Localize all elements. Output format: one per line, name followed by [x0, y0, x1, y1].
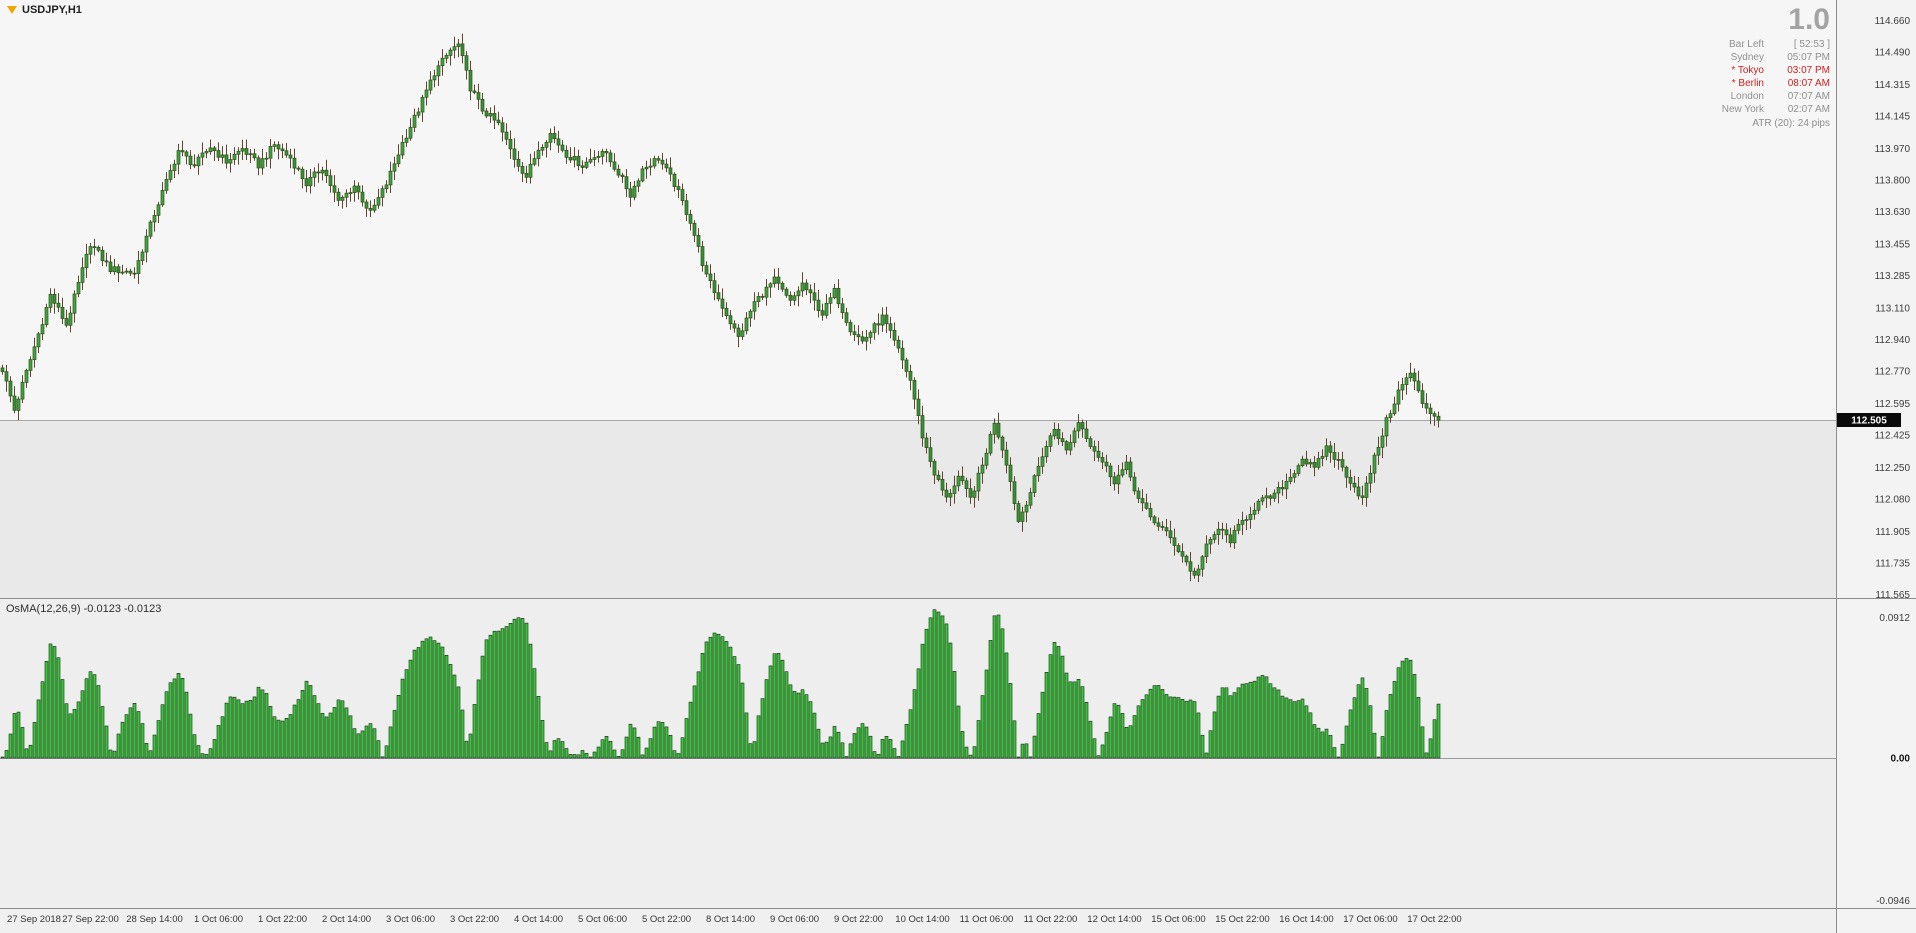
session-name: * Tokyo	[1731, 65, 1764, 76]
market-session-row: * Tokyo 03:07 PM	[1722, 64, 1830, 77]
price-tick-label: 111.735	[1875, 558, 1910, 569]
market-info-panel: 1.0 Bar Left[ 52:53 ] Sydney 05:07 PM * Tok…	[1722, 5, 1830, 130]
time-tick-label: 9 Oct 06:00	[770, 914, 819, 925]
time-tick-label: 3 Oct 06:00	[386, 914, 435, 925]
indicator-axis-labels[interactable]: 0.0912 0.00 -0.0946	[1876, 613, 1910, 907]
session-name: London	[1730, 91, 1764, 102]
price-tick-label: 113.110	[1875, 304, 1910, 315]
candle-bodies-layer	[0, 43, 1441, 576]
price-axis-labels[interactable]: 114.660 114.490 114.315 114.145 113.970 113.8…	[1875, 16, 1911, 601]
session-time: [ 52:53 ]	[1793, 39, 1830, 50]
price-tick-label: 113.630	[1875, 207, 1911, 218]
time-tick-label: 15 Oct 22:00	[1215, 914, 1269, 925]
time-tick-label: 9 Oct 22:00	[834, 914, 883, 925]
time-tick-label: 16 Oct 14:00	[1279, 914, 1333, 925]
time-tick-label: 28 Sep 14:00	[126, 914, 183, 925]
price-tick-label: 113.970	[1875, 144, 1911, 155]
zoom-level-label: 1.0	[1788, 3, 1830, 36]
price-tick-label: 112.080	[1875, 495, 1911, 506]
price-tick-label: 114.315	[1875, 80, 1911, 91]
time-tick-label: 4 Oct 14:00	[514, 914, 563, 925]
time-tick-label: 11 Oct 06:00	[960, 914, 1014, 925]
price-tick-label: 114.490	[1875, 48, 1911, 59]
time-tick-label: 8 Oct 14:00	[706, 914, 755, 925]
session-time: 03:07 PM	[1787, 65, 1830, 76]
time-tick-label: 11 Oct 22:00	[1024, 914, 1078, 925]
price-tick-label: 112.770	[1875, 367, 1911, 378]
time-tick-label: 5 Oct 22:00	[642, 914, 691, 925]
time-tick-label: 27 Sep 22:00	[62, 914, 119, 925]
price-badge-bg	[1837, 413, 1901, 427]
session-time: 02:07 AM	[1787, 104, 1830, 115]
session-name: Sydney	[1730, 52, 1764, 63]
symbol-timeframe-label: USDJPY,H1	[22, 4, 82, 16]
main-chart-lower-bg	[0, 420, 1836, 598]
market-session-row: Bar Left [ 52:53 ]	[1722, 38, 1830, 51]
market-session-row: New York 02:07 AM	[1722, 103, 1830, 116]
indicator-zero-label: 0.00	[1891, 754, 1911, 765]
time-tick-label: 17 Oct 22:00	[1407, 914, 1461, 925]
market-session-row: Sydney 05:07 PM	[1722, 51, 1830, 64]
indicator-max-label: 0.0912	[1879, 613, 1910, 624]
price-tick-label: 114.145	[1875, 112, 1911, 123]
price-tick-label: 112.940	[1875, 335, 1911, 346]
osma-histogram-layer	[0, 609, 1441, 759]
time-tick-label: 1 Oct 22:00	[258, 914, 307, 925]
symbol-dropdown-icon[interactable]	[7, 6, 17, 14]
price-axis-bg	[1836, 0, 1916, 933]
time-axis-bg	[0, 908, 1836, 933]
session-name: New York	[1721, 104, 1764, 115]
price-tick-label: 114.660	[1875, 16, 1911, 27]
time-axis-labels[interactable]: 27 Sep 2018 27 Sep 22:00 28 Sep 14:00 1 Oct…	[7, 914, 1462, 925]
time-tick-label: 2 Oct 14:00	[322, 914, 371, 925]
time-tick-label: 17 Oct 06:00	[1343, 914, 1397, 925]
price-badge-text: 112.505	[1851, 416, 1887, 427]
main-chart-upper-bg	[0, 0, 1836, 420]
time-tick-label: 5 Oct 06:00	[578, 914, 627, 925]
price-tick-label: 112.250	[1875, 463, 1911, 474]
time-tick-label: 10 Oct 14:00	[895, 914, 949, 925]
session-time: 07:07 AM	[1787, 91, 1830, 102]
price-tick-label: 111.565	[1875, 590, 1910, 601]
market-sessions-list: Bar Left [ 52:53 ] Sydney 05:07 PM * Tokyo 03…	[1722, 38, 1830, 116]
price-tick-label: 113.455	[1875, 240, 1911, 251]
time-tick-label: 15 Oct 06:00	[1151, 914, 1205, 925]
time-tick-label: 12 Oct 14:00	[1087, 914, 1141, 925]
current-price-badge: 112.505	[1837, 413, 1901, 427]
price-tick-label: 111.905	[1875, 527, 1910, 538]
session-time: 05:07 PM	[1787, 52, 1830, 63]
price-tick-label: 113.800	[1875, 176, 1911, 187]
market-session-row: * Berlin 08:07 AM	[1722, 77, 1830, 90]
symbol-label: USDJPY,H1	[7, 4, 82, 16]
indicator-min-label: -0.0946	[1876, 896, 1910, 907]
price-tick-label: 113.285	[1875, 271, 1911, 282]
price-tick-label: 112.425	[1875, 431, 1911, 442]
session-name: * Berlin	[1731, 78, 1764, 89]
time-tick-label: 1 Oct 06:00	[194, 914, 243, 925]
atr-label: ATR (20): 24 pips	[1752, 118, 1830, 129]
price-tick-label: 112.595	[1875, 399, 1911, 410]
session-time: 08:07 AM	[1787, 78, 1830, 89]
indicator-label: OsMA(12,26,9) -0.0123 -0.0123	[6, 603, 162, 615]
session-name: Bar Left	[1728, 39, 1764, 50]
time-tick-label: 27 Sep 2018	[7, 914, 61, 925]
market-session-row: London 07:07 AM	[1722, 90, 1830, 103]
time-tick-label: 3 Oct 22:00	[450, 914, 499, 925]
